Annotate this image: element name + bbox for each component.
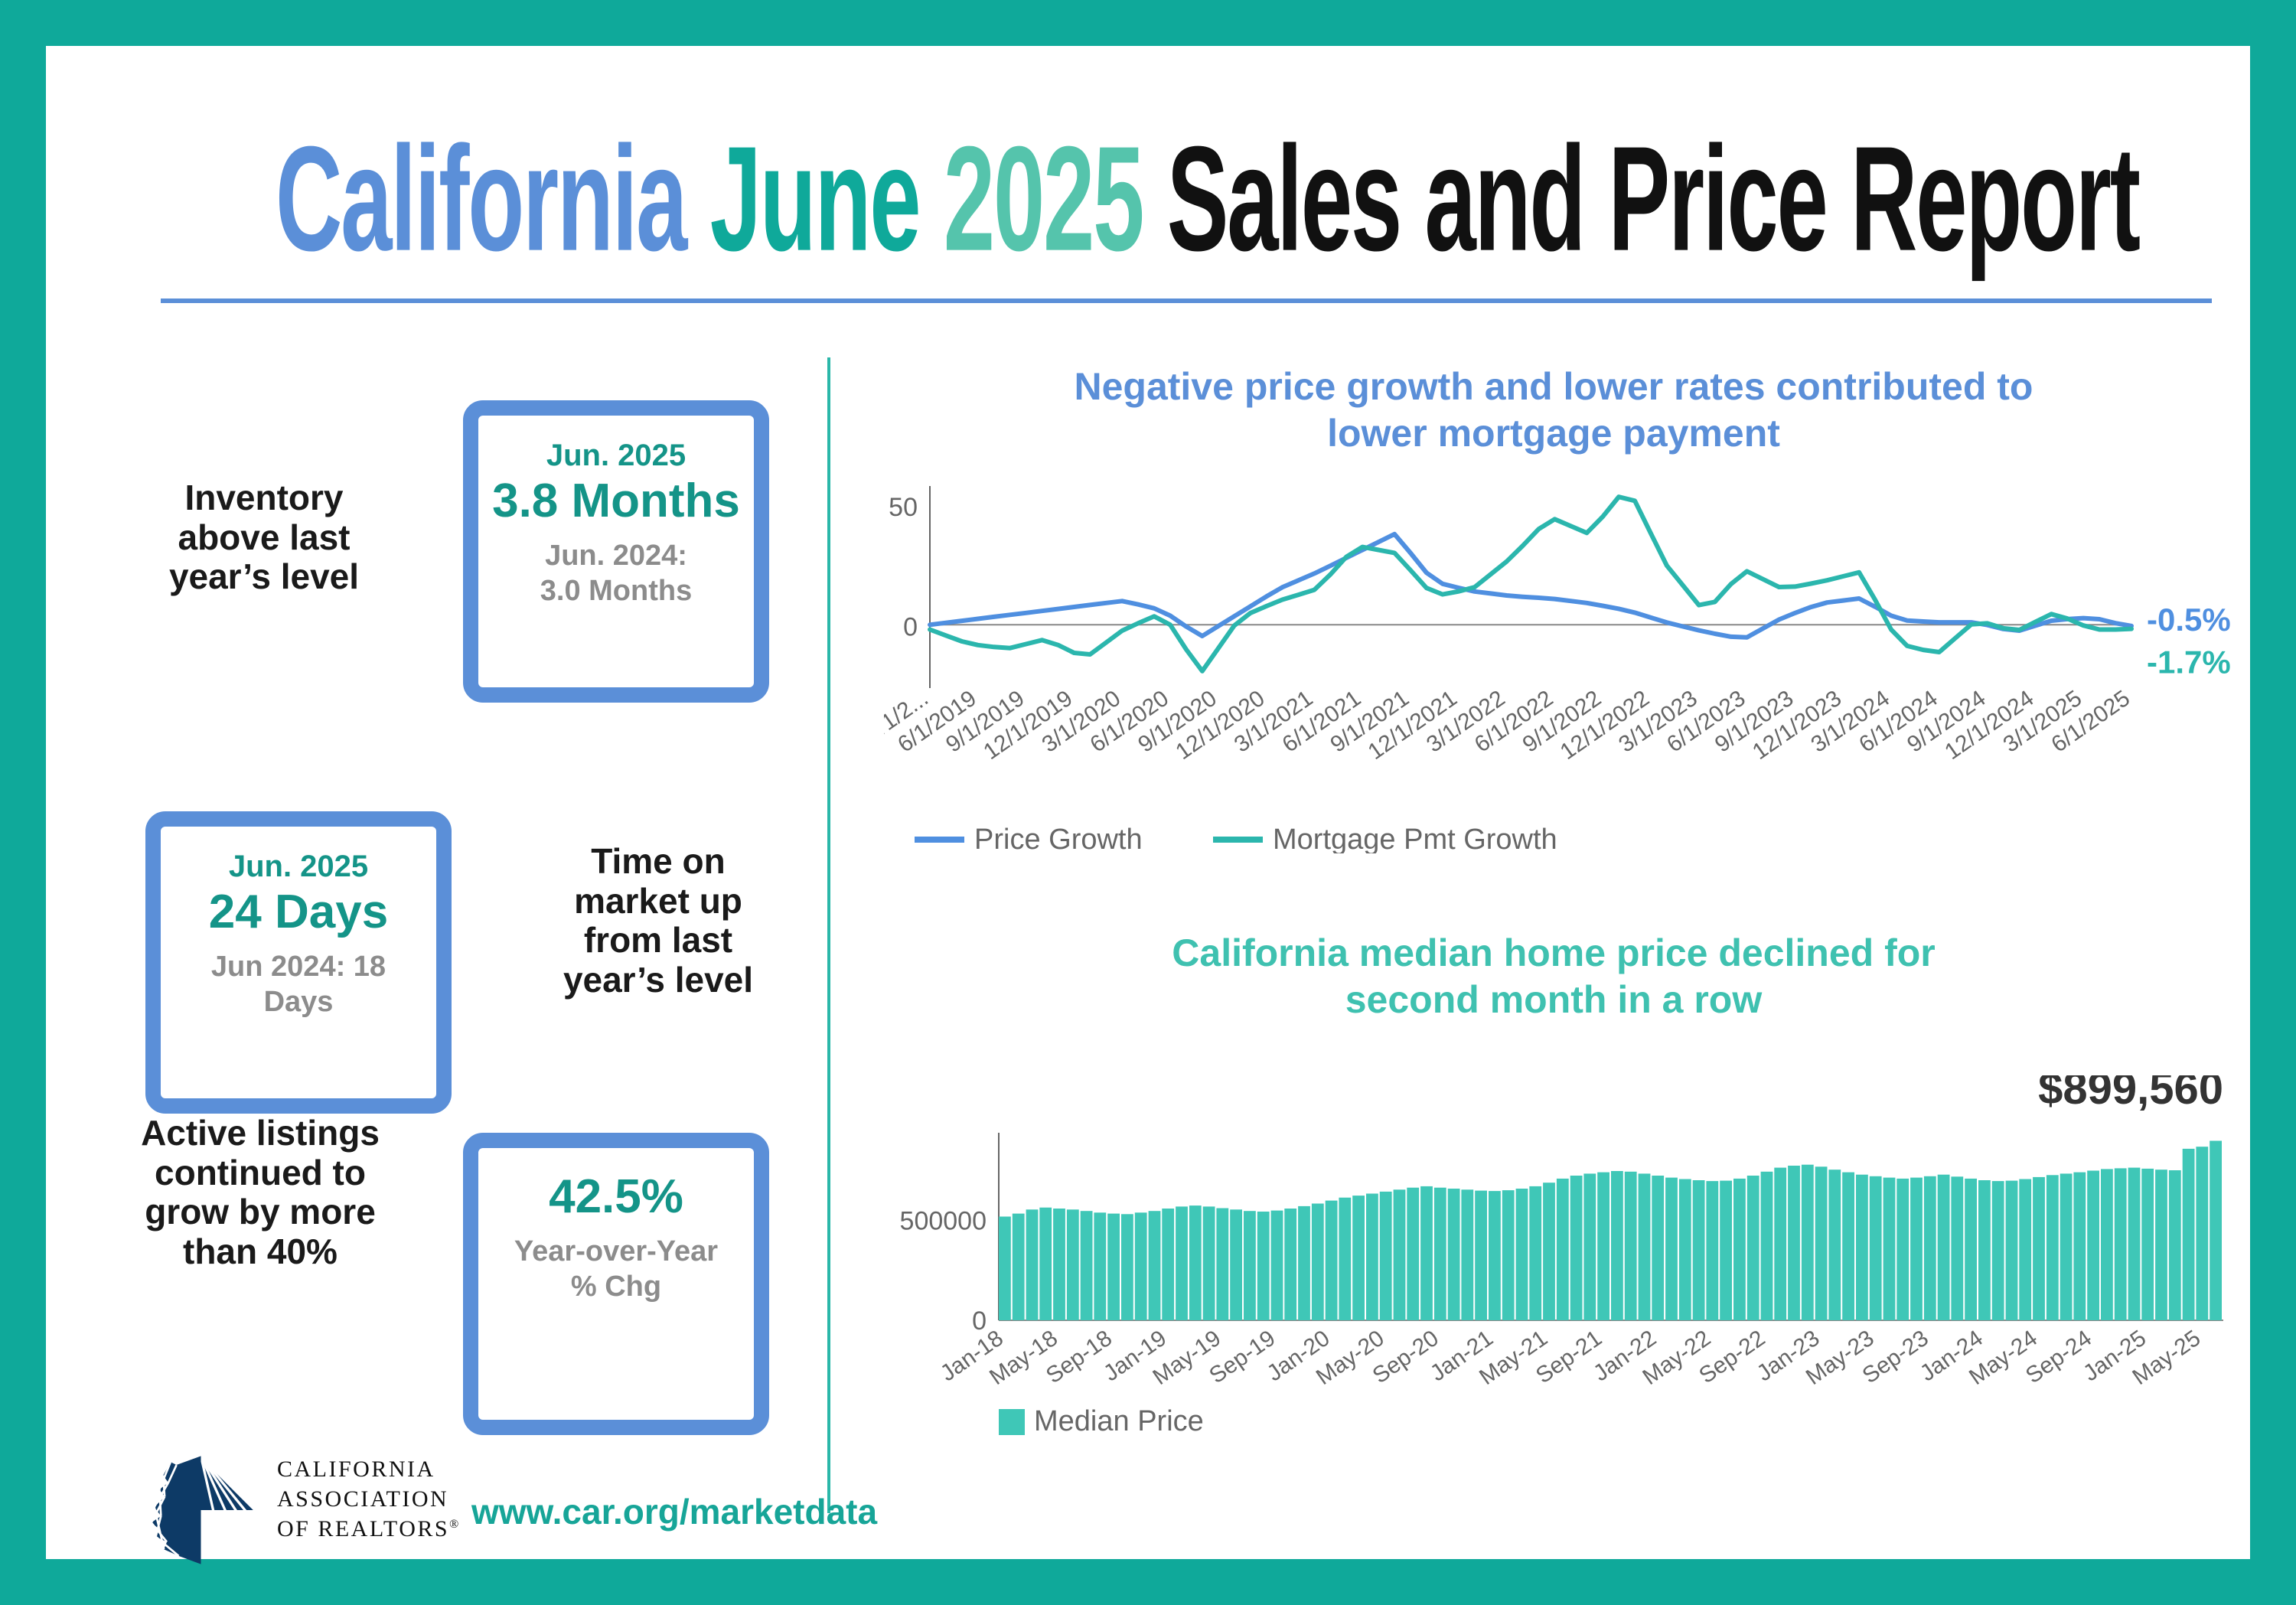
svg-text:50: 50: [889, 493, 918, 522]
svg-text:Median Price: Median Price: [1034, 1405, 1204, 1435]
svg-text:0: 0: [903, 612, 918, 641]
svg-text:-0.5%: -0.5%: [2147, 602, 2231, 638]
svg-text:-1.7%: -1.7%: [2147, 644, 2231, 680]
svg-text:Price Growth: Price Growth: [974, 824, 1143, 853]
svg-text:Mortgage Pmt Growth: Mortgage Pmt Growth: [1273, 824, 1557, 853]
svg-text:500000: 500000: [900, 1207, 987, 1236]
svg-text:$899,560: $899,560: [2038, 1075, 2223, 1114]
